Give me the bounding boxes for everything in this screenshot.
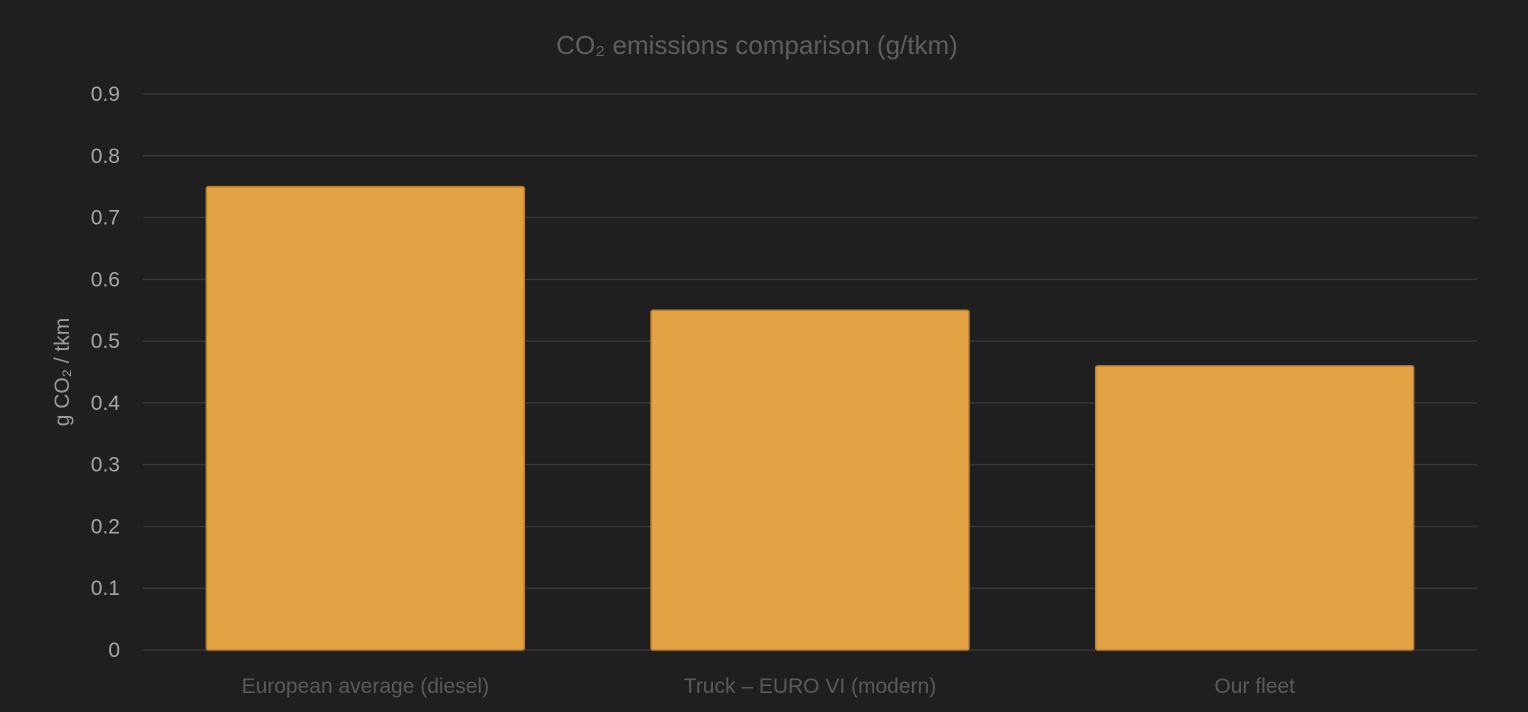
y-tick-label: 0.4 xyxy=(91,392,121,415)
y-tick-label: 0.2 xyxy=(91,515,120,538)
y-axis-ticks: 0 0.1 0.2 0.3 0.4 0.5 0.6 0.7 0.8 0.9 xyxy=(91,83,121,662)
y-tick-label: 0 xyxy=(108,639,120,662)
bar xyxy=(650,309,970,651)
bar xyxy=(205,185,526,651)
x-category-label: Our fleet xyxy=(1214,675,1295,698)
y-tick-label: 0.3 xyxy=(91,454,120,477)
chart-title: CO₂ emissions comparison (g/tkm) xyxy=(556,30,958,60)
y-tick-label: 0.1 xyxy=(91,577,120,600)
x-category-label: Truck – EURO VI (modern) xyxy=(684,675,936,698)
bars xyxy=(205,185,1415,651)
bar xyxy=(1094,365,1415,651)
y-tick-label: 0.8 xyxy=(91,145,120,168)
x-category-label: European average (diesel) xyxy=(242,675,490,698)
y-tick-label: 0.7 xyxy=(91,207,120,230)
y-tick-label: 0.5 xyxy=(91,330,120,353)
x-axis-labels: European average (diesel) Truck – EURO VI… xyxy=(242,675,1296,698)
y-tick-label: 0.6 xyxy=(91,268,120,291)
y-axis-title: g CO₂ / tkm xyxy=(51,318,74,427)
y-tick-label: 0.9 xyxy=(91,83,120,106)
